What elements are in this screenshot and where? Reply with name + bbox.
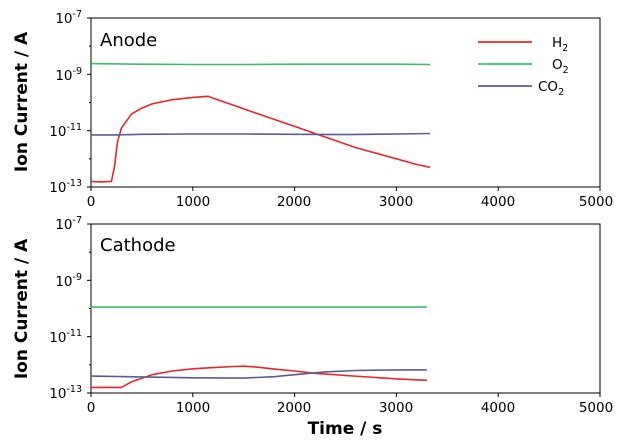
cathode-panel: Cathode Ion Current / A 10-13 10-11 10-9…	[12, 215, 613, 439]
anode-ytick-label: 10-11	[49, 122, 82, 140]
cathode-xtick-label: 2000	[277, 400, 311, 416]
anode-xtick-label: 3000	[379, 194, 413, 210]
anode-series-lines	[90, 62, 431, 183]
cathode-xtick-label: 3000	[379, 400, 413, 416]
cathode-xtick-label: 1000	[176, 400, 210, 416]
cathode-series-lines	[90, 306, 427, 389]
anode-series-line-co2	[91, 132, 431, 136]
anode-xtick-label: 4000	[481, 194, 515, 210]
anode-xtick-label: 2000	[277, 194, 311, 210]
cathode-panel-label: Cathode	[100, 235, 176, 256]
cathode-ticks	[87, 223, 601, 397]
legend-label-h2: H2	[552, 35, 568, 54]
anode-panel: Anode Ion Current / A 10-13 10-11 10-9 1…	[12, 9, 613, 210]
anode-ytick-label: 10-9	[55, 66, 82, 84]
legend-label-co2: CO2	[538, 79, 564, 98]
cathode-ytick-label: 10-9	[55, 272, 82, 290]
x-axis-label: Time / s	[308, 419, 383, 439]
anode-xtick-label: 1000	[176, 194, 210, 210]
cathode-ytick-label: 10-7	[55, 215, 82, 233]
cathode-xtick-label: 0	[87, 400, 96, 416]
anode-series-line-o2	[90, 62, 431, 66]
anode-ticks	[87, 17, 601, 191]
cathode-series-line-co2	[90, 369, 427, 379]
anode-plot-frame	[90, 17, 601, 188]
anode-series-line-h2	[90, 95, 431, 183]
anode-panel-label: Anode	[100, 30, 157, 51]
anode-ytick-label: 10-13	[49, 178, 82, 196]
cathode-y-axis-label: Ion Current / A	[12, 238, 32, 379]
legend: H2 O2 CO2	[478, 35, 569, 98]
cathode-ytick-label: 10-13	[49, 384, 82, 402]
cathode-ytick-label: 10-11	[49, 328, 82, 346]
anode-xtick-label: 5000	[579, 194, 613, 210]
cathode-xtick-label: 4000	[481, 400, 515, 416]
anode-ytick-label: 10-7	[55, 9, 82, 27]
anode-xtick-label: 0	[87, 194, 96, 210]
cathode-xtick-label: 5000	[579, 400, 613, 416]
legend-label-o2: O2	[552, 57, 569, 76]
anode-y-axis-label: Ion Current / A	[12, 31, 32, 172]
